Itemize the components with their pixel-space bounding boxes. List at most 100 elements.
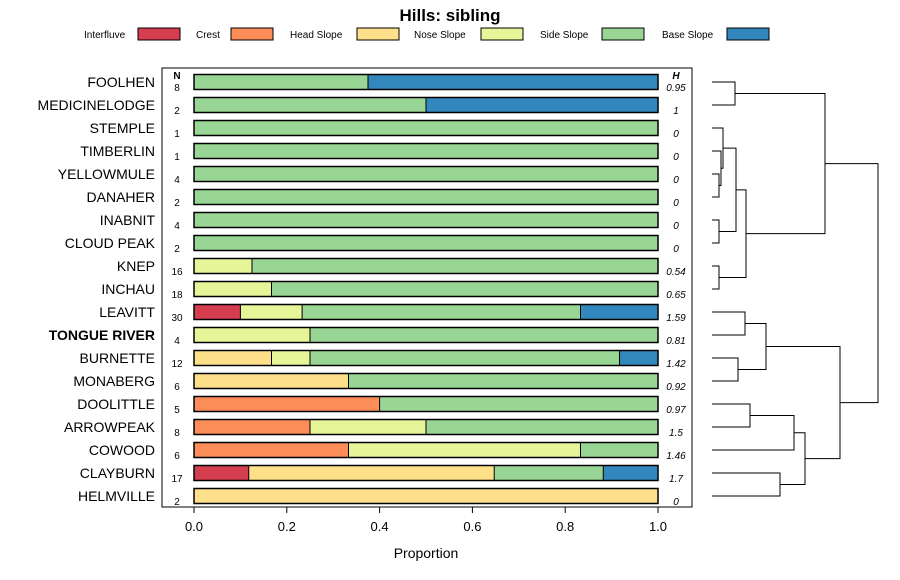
row-label: DOOLITTLE: [77, 396, 155, 412]
bar-outline: [193, 372, 659, 390]
bar-segment: [194, 373, 349, 389]
row-n-value: 30: [171, 313, 183, 324]
row-h-value: 0.97: [666, 405, 686, 416]
row-h-value: 0.65: [666, 290, 686, 301]
x-tick-label: 0.2: [278, 519, 296, 534]
bar-segment: [194, 488, 658, 504]
row-h-value: 0: [673, 175, 679, 186]
bar-segment: [240, 304, 303, 320]
bar-segment: [194, 189, 658, 205]
bar-segment: [426, 97, 658, 113]
row-label: DANAHER: [87, 189, 155, 205]
dendrogram-link: [712, 403, 751, 428]
row-h-value: 0.95: [666, 83, 686, 94]
bar-segment: [194, 281, 272, 297]
row-h-value: 1.42: [666, 359, 686, 370]
row-n-value: 2: [174, 198, 180, 209]
x-tick-label: 0.6: [463, 519, 481, 534]
bar-outline: [193, 464, 659, 482]
row-label: CLAYBURN: [80, 465, 155, 481]
x-tick-label: 0.0: [185, 519, 203, 534]
row-h-value: 1.46: [666, 451, 686, 462]
row-label: FOOLHEN: [87, 74, 155, 90]
row-label: HELMVILLE: [78, 488, 155, 504]
bar-outline: [193, 303, 659, 321]
dendrogram: [712, 81, 879, 497]
bar-outline: [193, 257, 659, 275]
row-n-value: 16: [171, 267, 183, 278]
bar-segment: [580, 304, 658, 320]
dendrogram-link: [712, 150, 722, 186]
dendrogram-link: [825, 163, 879, 404]
dendrogram-link: [712, 265, 720, 290]
row-h-value: 0: [673, 221, 679, 232]
bar-segment: [426, 419, 658, 435]
x-tick-label: 1.0: [649, 519, 667, 534]
bar-outline: [193, 73, 659, 91]
row-n-value: 18: [171, 290, 183, 301]
dendrogram-link: [712, 472, 781, 497]
bar-segment: [194, 465, 249, 481]
row-label: MONABERG: [73, 373, 155, 389]
row-n-value: 4: [174, 336, 180, 347]
x-axis-label: Proportion: [394, 545, 459, 561]
row-h-value: 0: [673, 198, 679, 209]
row-label: TONGUE RIVER: [49, 327, 155, 343]
row-n-value: 8: [174, 83, 180, 94]
row-label: CLOUD PEAK: [65, 235, 156, 251]
bar-segment: [348, 442, 581, 458]
legend-swatch: [137, 27, 181, 41]
bar-segment: [368, 74, 658, 90]
row-h-value: 0.81: [666, 336, 685, 347]
row-n-value: 2: [174, 106, 180, 117]
bar-segment: [194, 97, 426, 113]
row-n-value: 1: [174, 152, 180, 163]
dendrogram-link: [719, 189, 747, 278]
bar-segment: [310, 350, 620, 366]
row-h-value: 0: [673, 244, 679, 255]
bar-segment: [194, 419, 310, 435]
bar-segment: [194, 74, 368, 90]
legend-label: Side Slope: [540, 30, 589, 41]
row-h-value: 0.92: [666, 382, 686, 393]
row-n-value: 6: [174, 451, 180, 462]
legend-label: Nose Slope: [414, 30, 466, 41]
bar-segment: [310, 327, 658, 343]
legend-swatch: [356, 27, 400, 41]
dendrogram-link: [712, 173, 720, 198]
bar-segment: [271, 350, 310, 366]
row-label: STEMPLE: [90, 120, 155, 136]
row-n-value: 1: [174, 129, 180, 140]
dendrogram-link: [719, 147, 737, 232]
bar-outline: [193, 188, 659, 206]
bar-segment: [194, 327, 310, 343]
bar-outline: [193, 234, 659, 252]
row-n-value: 8: [174, 428, 180, 439]
x-tick-label: 0.8: [556, 519, 574, 534]
bar-segment: [194, 120, 658, 136]
bar-segment: [194, 442, 349, 458]
row-h-value: 1.7: [669, 474, 683, 485]
bar-segment: [194, 166, 658, 182]
row-label: MEDICINELODGE: [38, 97, 155, 113]
legend-swatch: [230, 27, 274, 41]
row-h-value: 1.5: [669, 428, 683, 439]
chart-title: Hills: sibling: [399, 6, 500, 25]
bar-outline: [193, 165, 659, 183]
row-h-value: 0: [673, 152, 679, 163]
row-n-value: 6: [174, 382, 180, 393]
dendrogram-link: [712, 311, 746, 336]
dendrogram-link: [712, 357, 739, 382]
bar-segment: [194, 212, 658, 228]
bar-segment: [603, 465, 658, 481]
row-label: COWOOD: [89, 442, 155, 458]
row-n-value: 4: [174, 221, 180, 232]
x-axis: 0.0 0.2 0.4 0.6 0.8 1.0: [185, 507, 667, 534]
legend: Interfluve Crest Head Slope Nose Slope Side …: [84, 27, 770, 41]
bar-segment: [310, 419, 426, 435]
bar-outline: [193, 96, 659, 114]
legend-swatch: [726, 27, 770, 41]
bar-rows: N H FOOLHEN 8 0.95 MEDICINELODGE 2 1 STEMPLE 1 0 TI…: [38, 71, 687, 508]
h-column-header: H: [672, 71, 680, 82]
